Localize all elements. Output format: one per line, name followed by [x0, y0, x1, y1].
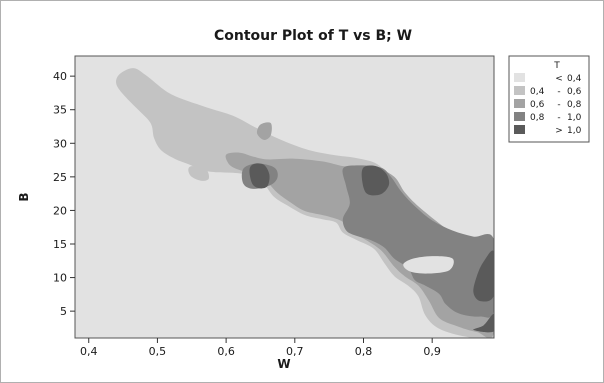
legend-title: T [553, 61, 560, 71]
y-tick-label: 35 [53, 104, 67, 117]
contour-region-1-0 [225, 152, 494, 338]
x-tick-label: 0,6 [217, 345, 235, 358]
legend-swatch [514, 99, 525, 108]
legend-low: 0,8 [530, 113, 545, 123]
legend-swatch [514, 112, 525, 121]
legend-operator: - [557, 113, 560, 123]
y-tick-label: 20 [53, 204, 67, 217]
contour-region-3-1 [361, 165, 390, 196]
legend-swatch [514, 125, 525, 134]
contour-region-3-0 [249, 163, 270, 189]
y-tick-label: 25 [53, 171, 67, 184]
contour-bands [116, 68, 494, 338]
contour-region-3-2 [473, 250, 494, 302]
legend-swatch [514, 73, 525, 82]
x-axis-label: W [277, 357, 290, 371]
x-tick-label: 0,4 [80, 345, 98, 358]
legend-swatch [514, 86, 525, 95]
y-tick-label: 30 [53, 137, 67, 150]
plot-border [74, 55, 495, 339]
contour-region-2-0 [342, 165, 494, 318]
legend-operator: > [555, 126, 563, 136]
y-tick-label: 15 [53, 238, 67, 251]
legend-low: 0,4 [530, 87, 545, 97]
x-tick-label: 0,8 [355, 345, 373, 358]
legend-low: 0,6 [530, 100, 545, 110]
contour-region-0-1 [188, 166, 210, 181]
legend-operator: - [557, 100, 560, 110]
chart-title: Contour Plot of T vs B; W [214, 28, 412, 44]
x-axis: 0,4 0,5 0,6 0,7 0,8 0,9 [80, 338, 441, 358]
contour-region-1-1 [256, 122, 272, 140]
contour-region-4-0 [403, 256, 454, 274]
legend-high: 1,0 [567, 113, 582, 123]
x-tick-label: 0,5 [149, 345, 167, 358]
x-tick-label: 0,7 [286, 345, 304, 358]
y-tick-label: 40 [53, 70, 67, 83]
contour-region-3-3 [473, 313, 494, 333]
legend-high: 0,6 [567, 87, 582, 97]
legend-high: 0,8 [567, 100, 582, 110]
x-tick-label: 0,9 [423, 345, 441, 358]
legend: T< 0,40,4-0,60,6-0,80,8-1,0> 1,0 [508, 55, 590, 143]
y-axis: 5 10 15 20 25 30 35 40 [53, 70, 75, 318]
legend-high: 1,0 [567, 126, 582, 136]
y-tick-label: 5 [60, 305, 67, 318]
y-tick-label: 10 [53, 272, 67, 285]
legend-operator: - [557, 87, 560, 97]
legend-high: 0,4 [567, 74, 582, 84]
legend-operator: < [555, 74, 563, 84]
y-axis-label: B [17, 192, 31, 201]
